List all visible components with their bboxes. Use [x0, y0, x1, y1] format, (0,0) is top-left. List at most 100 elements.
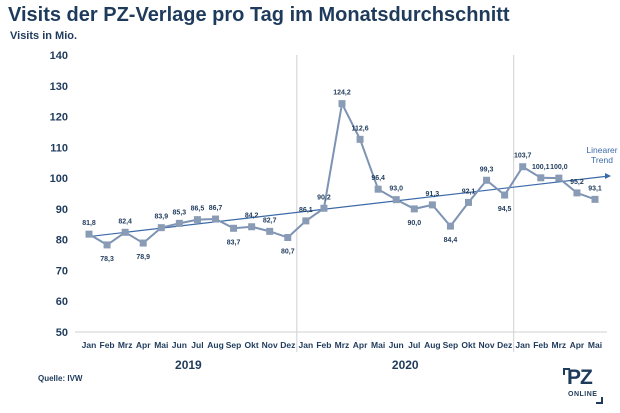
data-point — [483, 176, 491, 184]
y-tick-label: 130 — [50, 81, 68, 93]
data-point — [320, 204, 328, 212]
chart-subtitle: Visits in Mio. — [10, 30, 78, 42]
x-tick-label: Okt — [245, 340, 259, 350]
x-tick-label: Mai — [154, 340, 168, 350]
chart-title: Visits der PZ-Verlage pro Tag im Monatsd… — [8, 4, 510, 26]
data-point — [446, 222, 454, 230]
data-point — [374, 185, 382, 193]
x-tick-label: Nov — [262, 340, 278, 350]
x-tick-label: Dez — [497, 340, 512, 350]
data-point — [428, 201, 436, 209]
data-label: 103,7 — [514, 153, 532, 160]
data-label: 86,1 — [299, 207, 313, 214]
data-label: 99,3 — [480, 166, 494, 173]
data-point — [157, 224, 165, 232]
y-tick-label: 70 — [56, 265, 68, 277]
y-tick-label: 60 — [56, 296, 68, 308]
data-point — [410, 205, 418, 213]
data-point — [519, 163, 527, 171]
x-tick-label: Feb — [533, 340, 548, 350]
y-tick-label: 140 — [50, 50, 68, 62]
data-point — [266, 227, 274, 235]
data-label: 92,1 — [462, 188, 476, 195]
x-tick-label: Aug — [207, 340, 224, 350]
data-label: 90,2 — [317, 194, 331, 201]
y-tick-label: 80 — [56, 235, 68, 247]
y-tick-label: 50 — [56, 327, 68, 339]
data-point — [573, 189, 581, 197]
data-label: 78,3 — [100, 256, 114, 263]
y-tick-label: 90 — [56, 204, 68, 216]
x-tick-label: Jul — [408, 340, 420, 350]
data-point — [501, 191, 509, 199]
logo-corner-top-left — [563, 368, 570, 375]
logo-text-online: ONLINE — [568, 391, 598, 398]
trend-label: Linearer — [586, 145, 617, 155]
data-point — [555, 174, 563, 182]
x-tick-label: Apr — [136, 340, 151, 350]
data-point — [356, 135, 364, 143]
x-tick-label: Mrz — [552, 340, 567, 350]
source-note: Quelle: IVW — [38, 374, 83, 383]
data-label: 96,4 — [371, 175, 385, 182]
data-label: 93,1 — [588, 185, 602, 192]
data-label: 84,4 — [444, 237, 458, 244]
data-label: 112,6 — [352, 125, 369, 132]
data-label: 84,2 — [245, 213, 259, 220]
data-label: 78,9 — [136, 254, 150, 261]
data-point — [392, 196, 400, 204]
x-tick-label: Sep — [226, 340, 242, 350]
data-label: 91,3 — [426, 191, 440, 198]
x-tick-label: Mrz — [118, 340, 133, 350]
data-point — [248, 223, 256, 231]
y-tick-label: 100 — [50, 173, 68, 185]
trend-label: Trend — [591, 155, 613, 165]
x-tick-label: Jan — [299, 340, 314, 350]
x-tick-label: Apr — [353, 340, 368, 350]
trend-line — [88, 175, 608, 238]
data-label: 90,0 — [407, 220, 421, 227]
data-point — [139, 239, 147, 247]
y-tick-label: 110 — [50, 142, 68, 154]
logo-corner-bottom-right — [596, 397, 603, 404]
x-tick-label: Jun — [389, 340, 404, 350]
data-label: 95,2 — [570, 179, 584, 186]
data-point — [175, 219, 183, 227]
data-label: 86,7 — [209, 205, 223, 212]
data-label: 81,8 — [82, 220, 96, 227]
data-point — [465, 198, 472, 206]
data-label: 85,3 — [173, 209, 187, 216]
data-label: 100,0 — [550, 164, 568, 171]
x-tick-label: Apr — [570, 340, 585, 350]
data-label: 93,0 — [389, 186, 403, 193]
data-label: 82,7 — [263, 217, 277, 224]
data-point — [537, 174, 545, 182]
x-tick-label: Mai — [371, 340, 385, 350]
data-label: 83,9 — [154, 214, 168, 221]
data-point — [591, 195, 599, 203]
data-label: 82,4 — [118, 218, 132, 225]
pz-online-logo: PZ ONLINE — [563, 366, 603, 406]
data-label: 94,5 — [498, 206, 512, 213]
data-label: 86,5 — [191, 206, 205, 213]
data-point — [284, 234, 292, 242]
x-tick-label: Jul — [191, 340, 203, 350]
x-tick-label: Feb — [316, 340, 331, 350]
x-tick-label: Aug — [424, 340, 441, 350]
data-label: 80,7 — [281, 249, 295, 256]
data-label: 83,7 — [227, 239, 241, 246]
x-tick-label: Mrz — [335, 340, 350, 350]
x-tick-label: Jun — [172, 340, 187, 350]
x-tick-label: Feb — [100, 340, 115, 350]
x-tick-label: Nov — [479, 340, 495, 350]
data-point — [121, 228, 129, 236]
data-label: 124,2 — [333, 90, 351, 97]
data-label: 100,1 — [532, 164, 550, 171]
x-tick-label: Mai — [588, 340, 602, 350]
y-tick-label: 120 — [50, 112, 68, 124]
data-point — [302, 217, 310, 225]
x-tick-label: Jan — [82, 340, 97, 350]
x-tick-label: Dez — [280, 340, 295, 350]
data-point — [85, 230, 93, 238]
trend-arrowhead — [605, 172, 611, 179]
